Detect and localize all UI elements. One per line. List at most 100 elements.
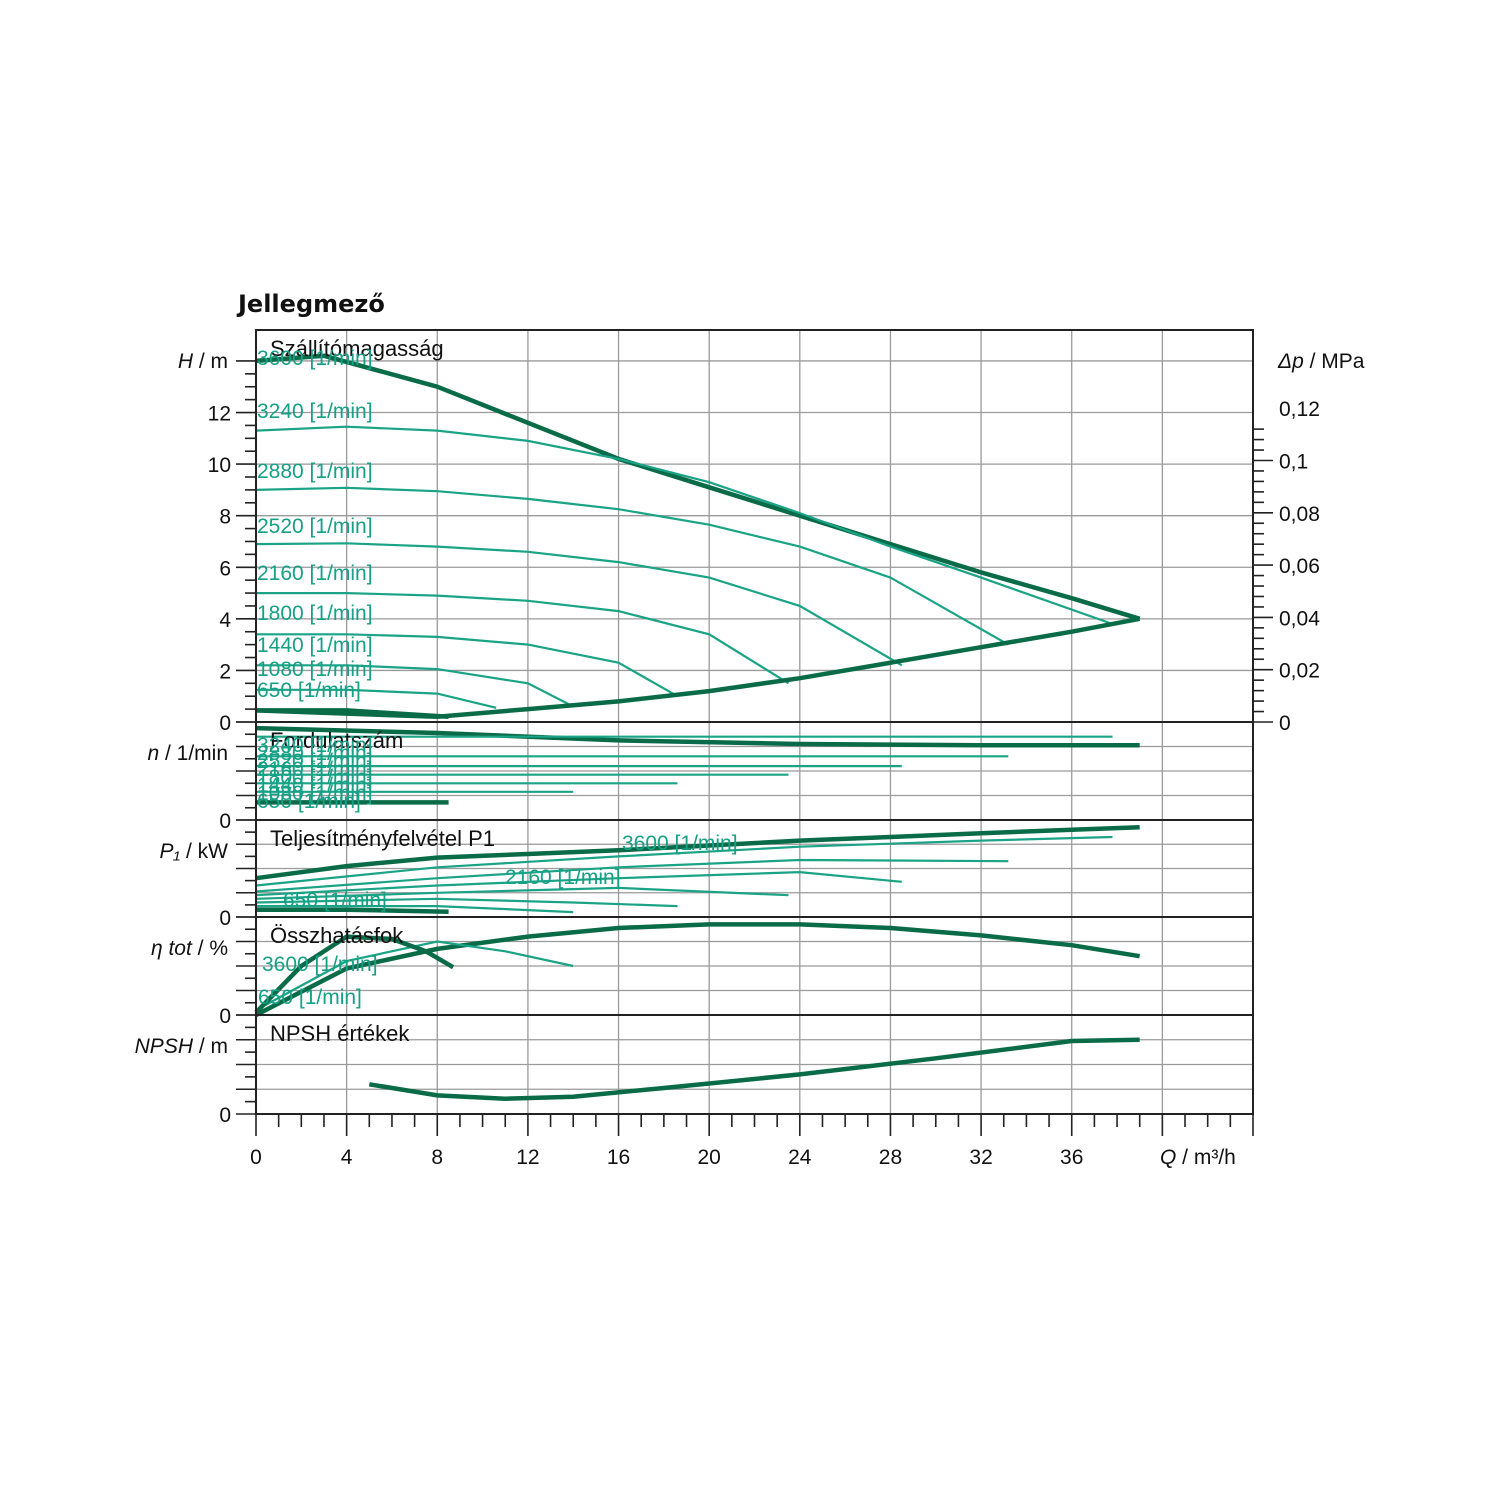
curve-speed bbox=[255, 725, 1140, 748]
grid bbox=[256, 330, 1254, 1114]
x-tick-label: 16 bbox=[607, 1146, 630, 1169]
x-tick-label: 4 bbox=[341, 1146, 353, 1169]
speed-label: 2160 [1/min] bbox=[257, 758, 373, 781]
y2-axis-label: Δp / MPa bbox=[1277, 350, 1365, 373]
curve-power bbox=[255, 897, 678, 908]
curve-power bbox=[255, 835, 1113, 887]
x-tick-label: 28 bbox=[879, 1146, 902, 1169]
y-tick-label: 2 bbox=[219, 660, 231, 683]
y2-axis-unit: / MPa bbox=[1304, 350, 1365, 373]
y2-tick-label: 0,08 bbox=[1279, 503, 1320, 526]
curve-head bbox=[256, 633, 679, 698]
curve-efficiency bbox=[254, 934, 455, 1015]
curve-power bbox=[256, 907, 449, 914]
y-axis-unit: / m bbox=[193, 350, 228, 373]
panel-label-power: Teljesítményfelvétel P1 bbox=[270, 826, 495, 851]
x-axis-unit: / m³/h bbox=[1176, 1146, 1236, 1169]
y-axis-symbol: NPSH bbox=[135, 1035, 194, 1058]
y-tick-label: 0 bbox=[219, 1005, 231, 1028]
speed-label: 2160 [1/min] bbox=[257, 562, 373, 585]
panel-label-head: Szállítómagasság bbox=[270, 336, 444, 361]
speed-label: 1800 [1/min] bbox=[257, 766, 373, 789]
speed-label: 650 [1/min] bbox=[257, 790, 361, 813]
curve-power bbox=[255, 858, 1009, 893]
curve-npsh bbox=[368, 1037, 1140, 1101]
curves bbox=[254, 353, 1141, 1101]
speed-label: 2880 [1/min] bbox=[257, 460, 373, 483]
speed-label: 3600 [1/min] bbox=[257, 347, 373, 370]
y-tick-label: 0 bbox=[219, 810, 231, 833]
y-axis-symbol: H bbox=[178, 350, 194, 373]
panel-label-npsh: NPSH értékek bbox=[270, 1021, 410, 1046]
speed-label: 650 [1/min] bbox=[258, 986, 362, 1009]
speed-label: 1440 [1/min] bbox=[257, 634, 373, 657]
speed-label: 650 [1/min] bbox=[257, 679, 361, 702]
speed-label: 2160 [1/min] bbox=[505, 866, 621, 889]
y-axis-label-speed: n / 1/min bbox=[147, 742, 228, 765]
x-tick-label: 12 bbox=[516, 1146, 539, 1169]
y-tick-label: 12 bbox=[208, 403, 231, 426]
curve-head bbox=[256, 664, 574, 708]
speed-label: 1080 [1/min] bbox=[257, 658, 373, 681]
curve-power bbox=[255, 870, 902, 897]
x-tick-label: 24 bbox=[788, 1146, 812, 1169]
y2-axis-symbol: Δp bbox=[1277, 350, 1304, 373]
y-tick-label: 4 bbox=[219, 609, 231, 632]
speed-label: 2520 [1/min] bbox=[257, 750, 373, 773]
panel-label-efficiency: Összhatásfok bbox=[270, 923, 404, 948]
speed-label: 3600 [1/min] bbox=[622, 832, 738, 855]
curve-head bbox=[255, 616, 1141, 720]
y-tick-label: 6 bbox=[219, 557, 231, 580]
curve-head bbox=[256, 592, 790, 685]
y-axis-label-power: P₁ / kW bbox=[160, 840, 229, 863]
curve-power bbox=[256, 905, 574, 914]
y-axis-symbol: η tot bbox=[151, 937, 193, 960]
curve-efficiency bbox=[255, 940, 574, 1012]
y-axis-unit: / kW bbox=[180, 840, 228, 863]
x-axis-label: Q / m³/h bbox=[1160, 1146, 1236, 1169]
y-axis-unit: / 1/min bbox=[159, 742, 228, 765]
speed-label: 2520 [1/min] bbox=[257, 515, 373, 538]
chart-title: Jellegmező bbox=[236, 290, 385, 318]
frame bbox=[236, 329, 1273, 1136]
curve-power bbox=[255, 825, 1140, 881]
speed-label: 1800 [1/min] bbox=[257, 602, 373, 625]
y-axis-unit: / m bbox=[193, 1035, 228, 1058]
y2-tick-label: 0 bbox=[1279, 712, 1291, 735]
x-tick-label: 8 bbox=[431, 1146, 443, 1169]
y2-tick-label: 0,06 bbox=[1279, 555, 1320, 578]
y2-tick-label: 0,02 bbox=[1279, 660, 1320, 683]
speed-label: 650 [1/min] bbox=[283, 889, 387, 912]
speed-label: 2880 [1/min] bbox=[257, 742, 373, 765]
y-tick-label: 0 bbox=[219, 907, 231, 930]
x-tick-label: 20 bbox=[698, 1146, 721, 1169]
curve-head bbox=[255, 353, 1141, 621]
x-tick-label: 0 bbox=[250, 1146, 262, 1169]
y-axis-label-efficiency: η tot / % bbox=[151, 937, 228, 960]
x-tick-label: 32 bbox=[969, 1146, 992, 1169]
y-axis-label-head: H / m bbox=[178, 350, 228, 373]
speed-label: 3240 [1/min] bbox=[257, 400, 373, 423]
y-axis-symbol: n bbox=[147, 742, 159, 765]
x-tick-label: 36 bbox=[1060, 1146, 1083, 1169]
y-tick-label: 10 bbox=[208, 454, 231, 477]
speed-label: 3240 [1/min] bbox=[257, 734, 373, 757]
curve-head bbox=[255, 486, 1009, 646]
curve-power bbox=[255, 886, 789, 900]
curve-head bbox=[255, 425, 1113, 626]
y-tick-label: 0 bbox=[219, 1104, 231, 1127]
speed-label: 3600 [1/min] bbox=[262, 953, 378, 976]
curve-efficiency bbox=[254, 922, 1141, 1018]
y2-tick-label: 0,1 bbox=[1279, 451, 1308, 474]
speed-label: 1440 [1/min] bbox=[257, 774, 373, 797]
x-axis-symbol: Q bbox=[1160, 1146, 1176, 1169]
plot-frame bbox=[255, 329, 1254, 1115]
y-axis-unit: / % bbox=[192, 937, 228, 960]
panel-label-speed: Fordulatszám bbox=[270, 728, 403, 753]
y-tick-label: 0 bbox=[219, 712, 231, 735]
y2-tick-label: 0,04 bbox=[1279, 607, 1320, 630]
curve-head bbox=[255, 542, 903, 667]
curve-head bbox=[256, 688, 497, 709]
y-axis-symbol: P₁ bbox=[160, 840, 181, 863]
